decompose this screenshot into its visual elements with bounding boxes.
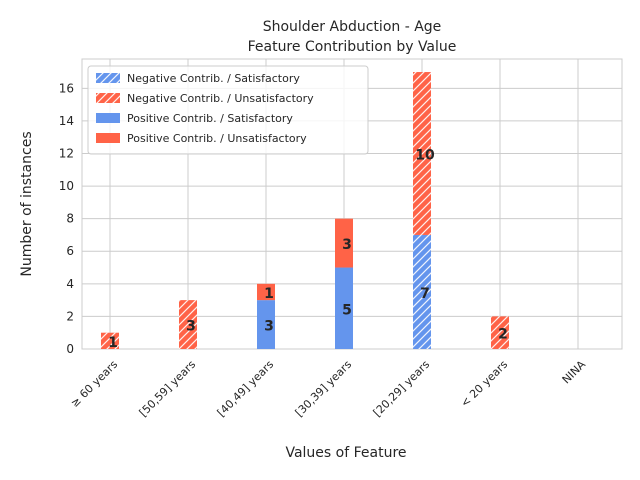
- x-tick-label: NINA: [560, 358, 589, 387]
- bar-positive-contrib-unsatisfactory: [257, 283, 275, 301]
- bar-positive-contrib-satisfactory: [335, 267, 353, 349]
- y-tick-label: 0: [66, 342, 74, 356]
- legend-label: Negative Contrib. / Unsatisfactory: [127, 92, 314, 105]
- legend-swatch-hatch: [96, 73, 120, 83]
- x-tick-label: [30,39] years: [293, 358, 355, 420]
- y-tick-label: 12: [59, 146, 74, 160]
- data-label: 1: [264, 286, 274, 302]
- y-tick-label: 16: [59, 81, 74, 95]
- bar-hatch: [179, 300, 197, 349]
- x-tick-label: [40,49] years: [215, 358, 277, 420]
- data-label: 5: [342, 302, 352, 318]
- y-ticks: 0 2 4 6 8 10 12 14 16: [59, 81, 74, 356]
- y-tick-label: 8: [66, 212, 74, 226]
- x-axis-label: Values of Feature: [285, 445, 406, 461]
- bars: [101, 72, 509, 349]
- bar-positive-contrib-satisfactory: [257, 300, 275, 349]
- data-label: 1: [108, 335, 118, 351]
- legend: Negative Contrib. / Satisfactory Negative…: [87, 65, 369, 155]
- legend-label: Positive Contrib. / Unsatisfactory: [127, 132, 307, 145]
- data-label: 3: [186, 319, 196, 335]
- x-tick-label: < 20 years: [458, 358, 510, 410]
- data-label: 7: [420, 286, 430, 302]
- data-labels: 1 3 3 1 5 3 7 10 2: [108, 147, 508, 350]
- bar-hatch: [413, 234, 431, 349]
- legend-label: Positive Contrib. / Satisfactory: [127, 112, 293, 125]
- y-axis-label: Number of instances: [19, 131, 35, 276]
- data-label: 3: [264, 319, 274, 335]
- data-label: 10: [415, 147, 435, 163]
- chart-title: Shoulder Abduction - Age: [263, 19, 442, 35]
- data-label: 3: [342, 237, 352, 253]
- legend-label: Negative Contrib. / Satisfactory: [127, 72, 300, 85]
- x-tick-label: [20,29] years: [371, 358, 433, 420]
- y-tick-label: 14: [59, 114, 74, 128]
- bar-positive-contrib-unsatisfactory: [335, 218, 353, 268]
- chart-subtitle: Feature Contribution by Value: [248, 39, 457, 55]
- y-tick-label: 2: [66, 309, 74, 323]
- y-tick-label: 4: [66, 277, 74, 291]
- bar-hatch: [413, 72, 431, 235]
- x-ticks: ≥ 60 years [50,59] years [40,49] years [30,…: [68, 358, 588, 420]
- bar-hatch: [101, 332, 119, 349]
- legend-box: [87, 65, 369, 155]
- x-tick-label: [50,59] years: [137, 358, 199, 420]
- y-tick-label: 10: [59, 179, 74, 193]
- x-tick-label: ≥ 60 years: [68, 358, 120, 410]
- legend-swatch: [96, 133, 120, 143]
- legend-swatch-hatch: [96, 93, 120, 103]
- data-label: 2: [498, 327, 508, 343]
- bar-hatch: [491, 316, 509, 349]
- y-tick-label: 6: [66, 244, 74, 258]
- legend-swatch: [96, 113, 120, 123]
